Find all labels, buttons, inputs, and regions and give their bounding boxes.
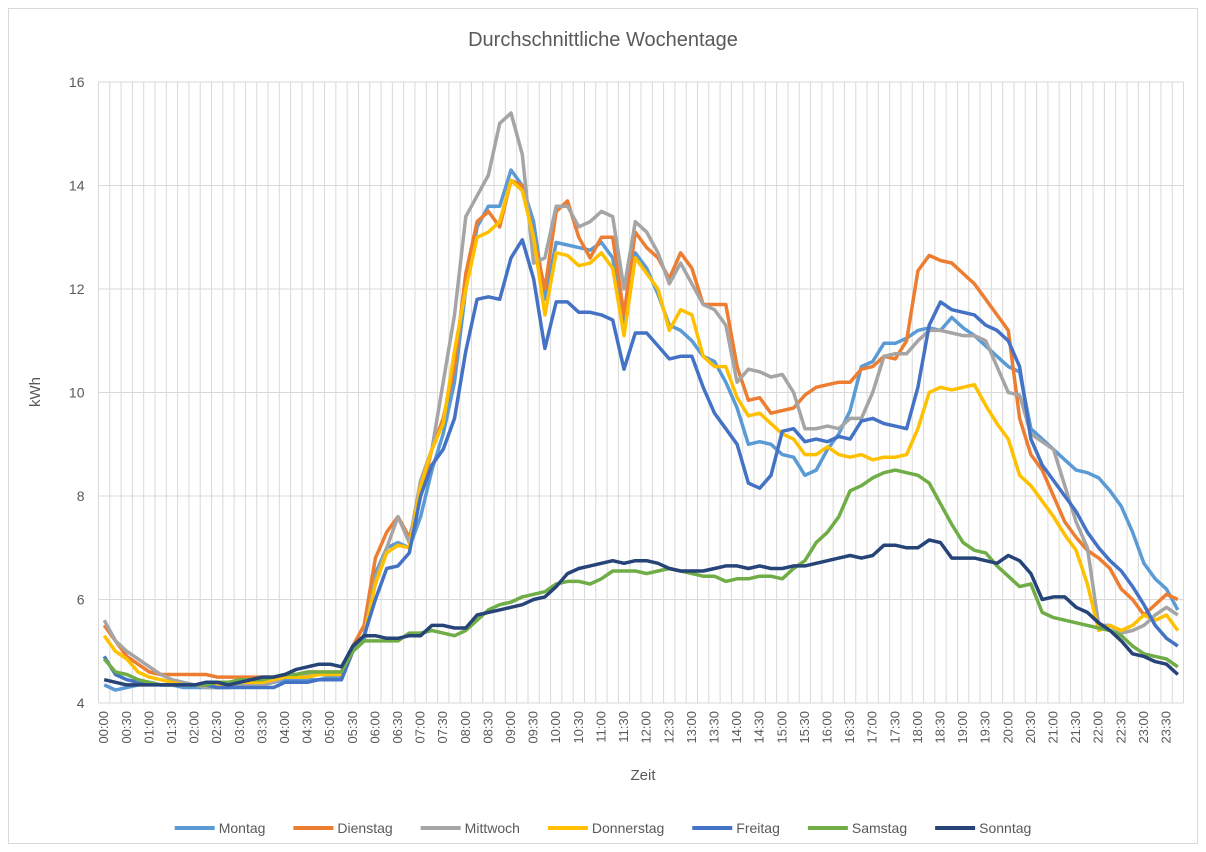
x-tick-label: 16:30 (842, 711, 857, 744)
x-tick-label: 09:00 (503, 711, 518, 744)
y-tick-label: 14 (69, 178, 85, 194)
legend-label: Samstag (852, 820, 907, 836)
x-tick-label: 00:30 (119, 711, 134, 744)
legend-label: Donnerstag (592, 820, 664, 836)
x-tick-label: 10:00 (548, 711, 563, 744)
legend-label: Montag (219, 820, 266, 836)
x-tick-label: 21:30 (1068, 711, 1083, 744)
x-tick-label: 02:30 (209, 711, 224, 744)
x-tick-label: 08:30 (480, 711, 495, 744)
legend: Montag Dienstag Mittwoch Donnerstag Freitag S… (174, 820, 1031, 836)
x-tick-label: 03:30 (254, 711, 269, 744)
chart-title: Durchschnittliche Wochentage (468, 29, 738, 51)
x-tick-label: 23:00 (1136, 711, 1151, 744)
x-tick-label: 19:30 (978, 711, 993, 744)
x-tick-label: 22:00 (1091, 711, 1106, 744)
x-tick-label: 15:00 (774, 711, 789, 744)
series-line (103, 168, 1180, 692)
x-tick-label: 14:30 (752, 711, 767, 744)
x-tick-label: 07:30 (435, 711, 450, 744)
x-tick-label: 13:00 (684, 711, 699, 744)
y-tick-label: 4 (77, 695, 85, 711)
x-tick-label: 07:00 (413, 711, 428, 744)
x-tick-label: 02:00 (187, 711, 202, 744)
legend-label: Dienstag (337, 820, 392, 836)
y-tick-label: 6 (77, 592, 85, 608)
x-tick-label: 14:00 (729, 711, 744, 744)
x-tick-label: 00:00 (96, 711, 111, 744)
x-tick-label: 18:00 (910, 711, 925, 744)
x-tick-label: 06:00 (367, 711, 382, 744)
x-tick-label: 05:30 (345, 711, 360, 744)
x-tick-label: 22:30 (1113, 711, 1128, 744)
x-tick-label: 10:30 (571, 711, 586, 744)
x-tick-label: 16:00 (819, 711, 834, 744)
x-tick-label: 19:00 (955, 711, 970, 744)
x-tick-label: 13:30 (706, 711, 721, 744)
series-line (103, 538, 1179, 687)
plot-area: 4 6 8 10 12 14 16 00:00 00:30 01:00 01:30 02:00 02:3… (69, 74, 1184, 744)
x-tick-label: 21:00 (1046, 711, 1061, 744)
x-tick-label: 23:30 (1159, 711, 1174, 744)
series-line (102, 238, 1179, 690)
x-tick-label: 17:00 (865, 711, 880, 744)
legend-label: Mittwoch (465, 820, 520, 836)
x-tick-label: 11:30 (616, 711, 631, 743)
x-tick-label: 03:00 (232, 711, 247, 744)
y-tick-label: 12 (69, 281, 85, 297)
legend-label: Freitag (736, 820, 780, 836)
x-tick-label: 18:30 (933, 711, 948, 744)
y-tick-label: 16 (69, 74, 85, 90)
y-axis-title: kWh (27, 377, 44, 407)
x-tick-label: 15:30 (797, 711, 812, 744)
series-line (102, 178, 1180, 687)
x-tick-label: 20:30 (1023, 711, 1038, 744)
x-tick-label: 12:30 (661, 711, 676, 744)
x-tick-label: 20:00 (1000, 711, 1015, 744)
y-tick-label: 10 (69, 385, 85, 401)
legend-label: Sonntag (979, 820, 1031, 836)
x-tick-label: 11:00 (593, 711, 608, 743)
x-tick-label: 17:30 (887, 711, 902, 744)
x-tick-label: 01:00 (141, 711, 156, 744)
x-tick-label: 05:00 (322, 711, 337, 744)
x-tick-label: 04:30 (300, 711, 315, 744)
x-tick-label: 06:30 (390, 711, 405, 744)
x-tick-label: 01:30 (164, 711, 179, 744)
x-tick-label: 08:00 (458, 711, 473, 744)
y-tick-label: 8 (77, 488, 85, 504)
x-tick-label: 04:00 (277, 711, 292, 744)
x-axis-title: Zeit (630, 767, 656, 784)
x-tick-label: 12:00 (639, 711, 654, 744)
x-tick-label: 09:30 (526, 711, 541, 744)
